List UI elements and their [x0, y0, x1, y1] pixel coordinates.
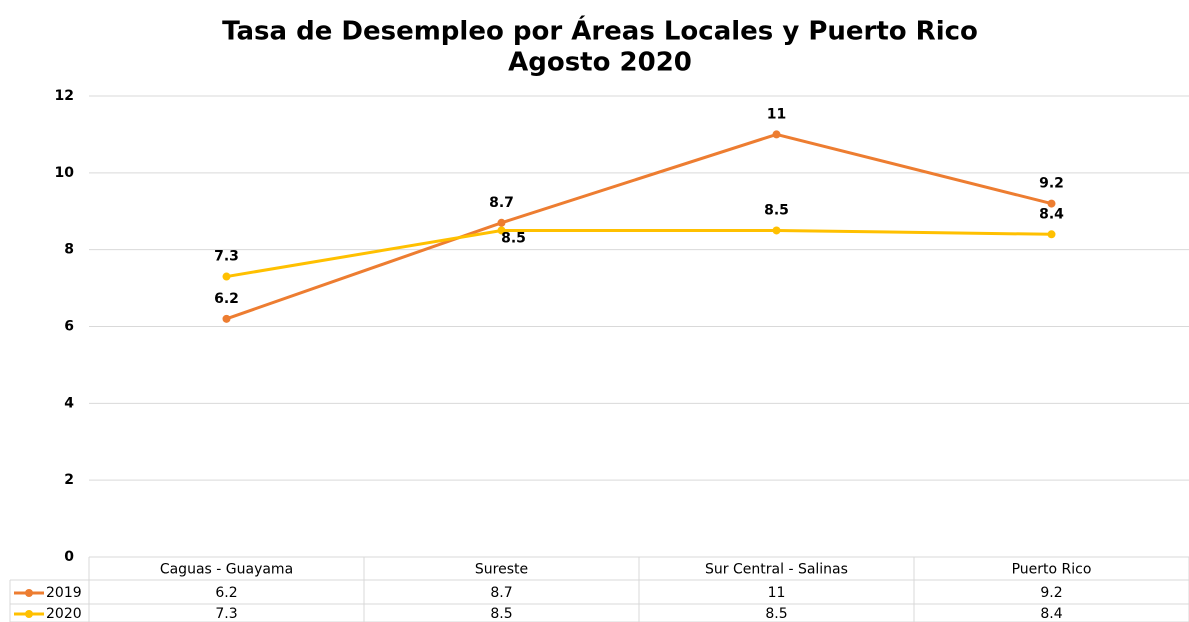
data-point [497, 226, 506, 235]
data-label: 7.3 [214, 249, 239, 265]
data-point [1047, 199, 1056, 208]
series-line [226, 228, 1052, 279]
data-point [1047, 230, 1056, 239]
table-value: 6.2 [215, 585, 237, 601]
table-value: 8.7 [490, 585, 512, 601]
data-point [222, 272, 231, 281]
table-value: 11 [768, 585, 786, 601]
table-value: 7.3 [215, 606, 237, 622]
table-value: 8.4 [1040, 606, 1062, 622]
y-tick-label: 10 [55, 165, 75, 181]
chart-title: Tasa de Desempleo por Áreas Locales y Pu… [222, 15, 978, 47]
y-tick-label: 2 [64, 472, 74, 488]
data-label: 8.5 [501, 230, 526, 246]
x-tick-label: Puerto Rico [1012, 562, 1092, 578]
x-tick-label: Caguas - Guayama [160, 562, 293, 578]
legend-label: 2020 [46, 606, 82, 622]
y-tick-label: 8 [64, 242, 74, 258]
table-value: 8.5 [765, 606, 787, 622]
y-tick-label: 0 [64, 549, 74, 565]
y-tick-label: 4 [64, 395, 74, 411]
data-label: 9.2 [1039, 176, 1064, 192]
data-label: 8.7 [489, 195, 514, 211]
data-point [772, 226, 781, 235]
y-tick-label: 6 [64, 319, 74, 335]
y-tick-label: 12 [55, 88, 74, 104]
x-tick-label: Sur Central - Salinas [705, 562, 848, 578]
legend-key [25, 610, 33, 618]
data-label: 6.2 [214, 291, 239, 307]
table-value: 9.2 [1040, 585, 1062, 601]
data-label: 8.4 [1039, 206, 1064, 222]
data-point [222, 314, 231, 323]
data-label: 8.5 [764, 202, 789, 218]
data-point [497, 218, 506, 227]
data-label: 11 [767, 106, 786, 122]
x-tick-label: Sureste [475, 562, 528, 578]
table-value: 8.5 [490, 606, 512, 622]
legend-label: 2019 [46, 585, 82, 601]
legend-key [25, 589, 33, 597]
series-line [226, 132, 1052, 321]
data-point [772, 130, 781, 139]
chart-subtitle: Agosto 2020 [508, 48, 692, 78]
